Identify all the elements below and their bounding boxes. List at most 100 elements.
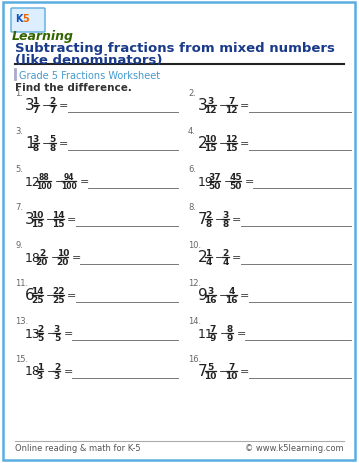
Text: =: = bbox=[236, 328, 246, 338]
Text: 7: 7 bbox=[49, 106, 56, 115]
Text: 2: 2 bbox=[205, 211, 211, 219]
Text: 14: 14 bbox=[52, 211, 65, 219]
Text: =: = bbox=[232, 252, 241, 263]
Text: 2.: 2. bbox=[188, 89, 196, 98]
Text: 14: 14 bbox=[31, 287, 44, 295]
Text: =: = bbox=[67, 214, 76, 225]
Text: −: − bbox=[50, 252, 60, 263]
Text: Online reading & math for K-5: Online reading & math for K-5 bbox=[15, 444, 141, 452]
Text: −: − bbox=[42, 139, 51, 149]
Text: −: − bbox=[219, 328, 229, 338]
Text: −: − bbox=[219, 366, 228, 376]
Text: 11: 11 bbox=[198, 327, 214, 340]
Text: =: = bbox=[79, 176, 89, 187]
Text: 11.: 11. bbox=[15, 278, 28, 288]
Text: 10: 10 bbox=[225, 371, 238, 380]
Text: 2: 2 bbox=[198, 250, 208, 265]
Text: 9.: 9. bbox=[15, 240, 23, 250]
Text: 4: 4 bbox=[205, 257, 212, 266]
Text: K: K bbox=[15, 14, 23, 24]
Text: =: = bbox=[240, 366, 250, 376]
Text: −: − bbox=[215, 252, 224, 263]
Text: 45: 45 bbox=[230, 173, 242, 181]
Text: 15.: 15. bbox=[15, 354, 28, 363]
Text: 10: 10 bbox=[204, 371, 217, 380]
Text: 10: 10 bbox=[204, 135, 217, 144]
Text: 20: 20 bbox=[57, 257, 69, 266]
Text: 50: 50 bbox=[209, 181, 221, 191]
Text: −: − bbox=[215, 214, 224, 225]
Text: 6: 6 bbox=[25, 288, 35, 303]
Text: =: = bbox=[67, 290, 76, 300]
Text: 3: 3 bbox=[25, 98, 35, 113]
Text: =: = bbox=[240, 290, 250, 300]
Text: =: = bbox=[240, 101, 250, 111]
Text: =: = bbox=[240, 139, 250, 149]
Text: 1.: 1. bbox=[15, 89, 23, 98]
Text: 12: 12 bbox=[225, 106, 238, 115]
Text: 100: 100 bbox=[61, 181, 77, 191]
Text: 100: 100 bbox=[36, 181, 52, 191]
Text: 18: 18 bbox=[25, 251, 41, 264]
Text: 12: 12 bbox=[204, 106, 217, 115]
Text: Grade 5 Fractions Worksheet: Grade 5 Fractions Worksheet bbox=[19, 71, 160, 81]
Text: 10.: 10. bbox=[188, 240, 201, 250]
Text: 25: 25 bbox=[52, 295, 65, 304]
Text: 2: 2 bbox=[222, 249, 229, 257]
Text: 16.: 16. bbox=[188, 354, 201, 363]
Text: 7: 7 bbox=[32, 106, 39, 115]
Text: 2: 2 bbox=[37, 324, 43, 333]
Text: 7: 7 bbox=[228, 362, 235, 371]
Text: 13: 13 bbox=[25, 327, 41, 340]
Text: =: = bbox=[64, 366, 73, 376]
Text: 8: 8 bbox=[205, 219, 211, 229]
Text: (like denominators): (like denominators) bbox=[15, 54, 163, 67]
FancyBboxPatch shape bbox=[11, 9, 45, 33]
Text: 1: 1 bbox=[37, 362, 43, 371]
Text: 6.: 6. bbox=[188, 165, 196, 174]
Text: −: − bbox=[223, 176, 233, 187]
Text: −: − bbox=[42, 101, 51, 111]
Text: −: − bbox=[219, 290, 228, 300]
Text: 16: 16 bbox=[225, 295, 238, 304]
Text: 16: 16 bbox=[204, 295, 217, 304]
Text: 8: 8 bbox=[32, 144, 39, 153]
Text: 12: 12 bbox=[225, 135, 238, 144]
Text: 8.: 8. bbox=[188, 202, 196, 212]
Text: 3: 3 bbox=[32, 135, 39, 144]
Text: 5: 5 bbox=[208, 362, 214, 371]
Text: 7.: 7. bbox=[15, 202, 23, 212]
Text: 15: 15 bbox=[52, 219, 65, 229]
Text: −: − bbox=[219, 139, 228, 149]
Text: =: = bbox=[232, 214, 241, 225]
Text: =: = bbox=[59, 101, 68, 111]
Text: 12.: 12. bbox=[188, 278, 201, 288]
Text: 9: 9 bbox=[227, 333, 233, 342]
Text: 5.: 5. bbox=[15, 165, 23, 174]
Text: 5: 5 bbox=[54, 333, 60, 342]
Text: 22: 22 bbox=[52, 287, 65, 295]
Text: −: − bbox=[46, 214, 55, 225]
Text: −: − bbox=[55, 176, 64, 187]
Text: 8: 8 bbox=[50, 144, 56, 153]
Text: 3: 3 bbox=[25, 212, 35, 227]
Text: 3: 3 bbox=[198, 98, 208, 113]
Text: © www.k5learning.com: © www.k5learning.com bbox=[245, 444, 344, 452]
Text: 3: 3 bbox=[208, 97, 214, 106]
Text: 15: 15 bbox=[31, 219, 44, 229]
Text: 1: 1 bbox=[25, 136, 34, 151]
Text: 19: 19 bbox=[198, 175, 214, 188]
Text: Learning: Learning bbox=[12, 30, 74, 43]
Text: 18: 18 bbox=[25, 365, 41, 378]
Text: 7: 7 bbox=[228, 97, 235, 106]
Text: 12: 12 bbox=[25, 175, 41, 188]
Text: 4: 4 bbox=[228, 287, 235, 295]
Text: 20: 20 bbox=[36, 257, 48, 266]
Text: 5: 5 bbox=[50, 135, 56, 144]
Text: 10: 10 bbox=[57, 249, 69, 257]
Text: 14.: 14. bbox=[188, 316, 201, 325]
Text: 8: 8 bbox=[227, 324, 233, 333]
Text: 25: 25 bbox=[31, 295, 44, 304]
Text: 3.: 3. bbox=[15, 127, 23, 136]
Text: 3: 3 bbox=[222, 211, 229, 219]
